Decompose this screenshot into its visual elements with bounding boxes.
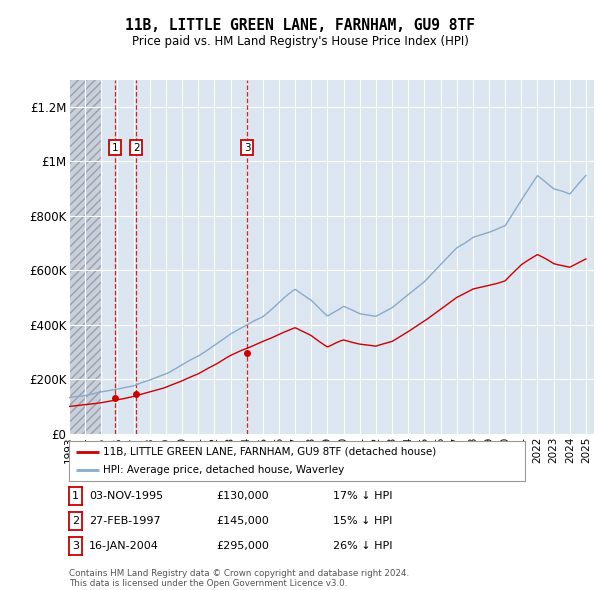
- Text: Contains HM Land Registry data © Crown copyright and database right 2024.
This d: Contains HM Land Registry data © Crown c…: [69, 569, 409, 588]
- Text: £130,000: £130,000: [216, 491, 269, 501]
- Text: 27-FEB-1997: 27-FEB-1997: [89, 516, 160, 526]
- Text: 15% ↓ HPI: 15% ↓ HPI: [333, 516, 392, 526]
- Bar: [69, 80, 101, 434]
- Text: £145,000: £145,000: [216, 516, 269, 526]
- Text: Price paid vs. HM Land Registry's House Price Index (HPI): Price paid vs. HM Land Registry's House …: [131, 35, 469, 48]
- Text: 03-NOV-1995: 03-NOV-1995: [89, 491, 163, 501]
- Text: 16-JAN-2004: 16-JAN-2004: [89, 541, 158, 550]
- Text: 3: 3: [72, 541, 79, 550]
- Text: 3: 3: [244, 143, 251, 153]
- Text: 2: 2: [133, 143, 140, 153]
- Text: 11B, LITTLE GREEN LANE, FARNHAM, GU9 8TF (detached house): 11B, LITTLE GREEN LANE, FARNHAM, GU9 8TF…: [103, 447, 436, 457]
- Text: 17% ↓ HPI: 17% ↓ HPI: [333, 491, 392, 501]
- Text: 1: 1: [112, 143, 118, 153]
- Text: 11B, LITTLE GREEN LANE, FARNHAM, GU9 8TF: 11B, LITTLE GREEN LANE, FARNHAM, GU9 8TF: [125, 18, 475, 33]
- Text: 26% ↓ HPI: 26% ↓ HPI: [333, 541, 392, 550]
- Text: 1: 1: [72, 491, 79, 501]
- Text: 2: 2: [72, 516, 79, 526]
- Text: £295,000: £295,000: [216, 541, 269, 550]
- Text: HPI: Average price, detached house, Waverley: HPI: Average price, detached house, Wave…: [103, 466, 344, 476]
